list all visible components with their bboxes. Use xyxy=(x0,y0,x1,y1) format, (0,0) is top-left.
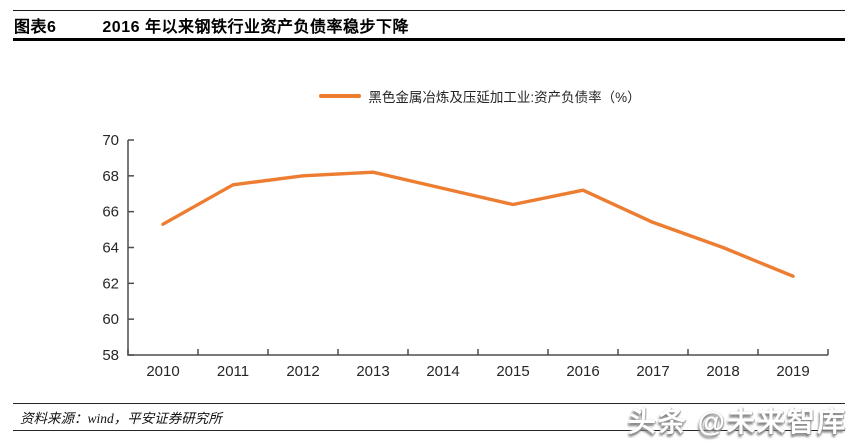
svg-text:2014: 2014 xyxy=(426,363,459,380)
figure-number: 图表6 xyxy=(14,19,57,36)
figure-title: 2016 年以来钢铁行业资产负债率稳步下降 xyxy=(102,19,409,36)
axes xyxy=(127,139,829,356)
svg-text:2017: 2017 xyxy=(636,363,669,380)
header-bottom-rule xyxy=(13,38,845,41)
svg-text:2010: 2010 xyxy=(146,363,179,380)
source-note: 资料来源：wind，平安证券研究所 xyxy=(20,411,222,426)
svg-text:2016: 2016 xyxy=(566,363,599,380)
tick-labels: 58 60 62 64 66 68 70 2010 2011 2012 2013 2014 2015 20… xyxy=(102,132,809,380)
header-top-rule xyxy=(13,10,845,11)
svg-text:58: 58 xyxy=(102,347,119,364)
svg-text:68: 68 xyxy=(102,168,119,185)
svg-text:60: 60 xyxy=(102,311,119,328)
svg-text:2019: 2019 xyxy=(776,363,809,380)
chart-legend: 黑色金属冶炼及压延加工业:资产负债率（%） xyxy=(130,86,830,106)
svg-text:64: 64 xyxy=(102,240,119,257)
svg-text:62: 62 xyxy=(102,275,119,292)
svg-text:2015: 2015 xyxy=(496,363,529,380)
footer-bottom-rule xyxy=(13,430,845,431)
chart-header: 图表6 2016 年以来钢铁行业资产负债率稳步下降 xyxy=(14,13,843,37)
svg-text:66: 66 xyxy=(102,204,119,221)
legend-line-marker xyxy=(319,94,362,98)
svg-text:2013: 2013 xyxy=(356,363,389,380)
footer-top-rule xyxy=(13,403,845,404)
watermark-text: 头条 @未来智库 xyxy=(627,406,847,437)
svg-text:2018: 2018 xyxy=(706,363,739,380)
svg-text:70: 70 xyxy=(102,132,119,149)
svg-text:2011: 2011 xyxy=(217,363,249,380)
legend-series-label: 黑色金属冶炼及压延加工业:资产负债率（%） xyxy=(368,90,641,105)
series-line xyxy=(161,170,795,278)
svg-text:2012: 2012 xyxy=(286,363,319,380)
